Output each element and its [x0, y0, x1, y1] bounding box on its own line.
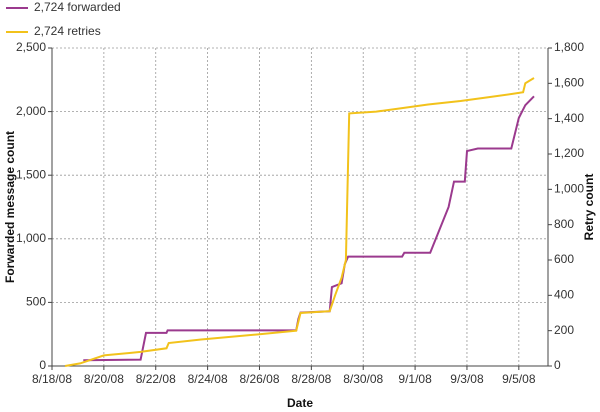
legend-label: 2,724 retries	[34, 24, 101, 38]
y2-tick-label: 1,600	[554, 76, 584, 90]
x-tick-label: 8/22/08	[136, 372, 176, 386]
legend-label: 2,724 forwarded	[34, 0, 121, 14]
x-tick-label: 9/3/08	[450, 372, 484, 386]
y2-tick-label: 200	[554, 323, 574, 337]
y2-tick-label: 600	[554, 252, 574, 266]
x-tick-label: 9/1/08	[398, 372, 432, 386]
y-tick-label: 2,000	[16, 104, 46, 118]
x-tick-label: 8/18/08	[32, 372, 72, 386]
y2-tick-label: 0	[554, 358, 561, 372]
x-axis-title: Date	[287, 396, 313, 410]
x-tick-label: 9/5/08	[502, 372, 536, 386]
y2-tick-label: 1,800	[554, 40, 584, 54]
x-tick-label: 8/24/08	[188, 372, 228, 386]
y-axis-title: Forwarded message count	[3, 131, 17, 283]
y2-tick-label: 1,400	[554, 111, 584, 125]
y-tick-label: 0	[39, 358, 46, 372]
y2-tick-label: 1,200	[554, 146, 584, 160]
y-tick-label: 1,000	[16, 231, 46, 245]
y2-tick-label: 1,000	[554, 182, 584, 196]
x-tick-label: 8/26/08	[239, 372, 279, 386]
y2-tick-label: 800	[554, 217, 574, 231]
x-tick-label: 8/30/08	[343, 372, 383, 386]
data-line	[64, 77, 535, 367]
y-tick-label: 2,500	[16, 40, 46, 54]
x-tick-label: 8/28/08	[291, 372, 331, 386]
y2-axis-title: Retry count	[582, 174, 596, 241]
y-tick-label: 500	[26, 295, 46, 309]
y2-tick-label: 400	[554, 288, 574, 302]
x-tick-label: 8/20/08	[84, 372, 124, 386]
data-line	[83, 95, 535, 362]
y-tick-label: 1,500	[16, 167, 46, 181]
